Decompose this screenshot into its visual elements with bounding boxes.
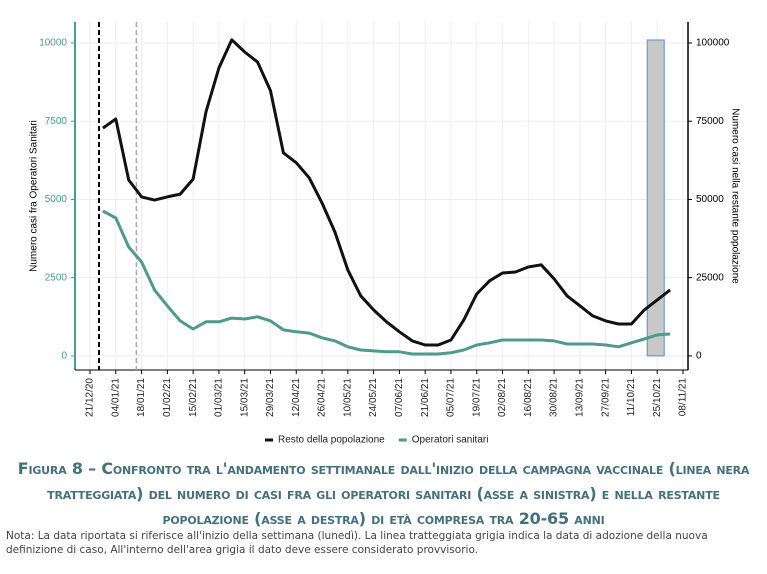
x-tick-label: 24/05/21: [368, 378, 379, 417]
y2-tick-label: 100000: [696, 38, 730, 49]
x-tick-label: 15/02/21: [188, 378, 199, 417]
figure-note: Nota: La data riportata si riferisce all…: [6, 530, 708, 556]
x-tick-label: 12/04/21: [291, 378, 302, 417]
x-tick-label: 19/07/21: [471, 378, 482, 417]
y2-tick-label: 0: [696, 351, 702, 362]
y-axis-title: Numero casi fra Operatori Sanitari: [29, 120, 40, 272]
x-tick-label: 11/10/21: [626, 378, 637, 417]
y2-axis-title: Numero casi nella restante popolazione: [729, 108, 740, 284]
x-tick-label: 15/03/21: [239, 378, 250, 417]
x-tick-label: 26/04/21: [317, 378, 328, 417]
x-tick-label: 08/11/21: [678, 378, 689, 417]
x-tick-label: 10/05/21: [342, 378, 353, 417]
chart: Numero casi fra Operatori Sanitari Numer…: [29, 22, 740, 446]
x-tick-label: 13/09/21: [575, 378, 586, 417]
x-tick-label: 07/06/21: [394, 378, 405, 417]
y-tick-label: 7500: [45, 116, 68, 127]
x-tick-label: 21/06/21: [420, 378, 431, 417]
y-tick-label: 5000: [45, 194, 68, 205]
provisional-area: [646, 39, 665, 357]
y2-tick-label: 75000: [696, 116, 724, 127]
series-line: [102, 209, 671, 356]
y-tick-label: 10000: [39, 38, 67, 49]
x-tick-label: 25/10/21: [652, 378, 663, 417]
x-tick-label: 27/09/21: [600, 378, 611, 417]
x-tick-label: 18/01/21: [136, 378, 147, 417]
x-tick-label: 16/08/21: [523, 378, 534, 417]
legend-label: Resto della popolazione: [278, 435, 385, 446]
x-tick-label: 05/07/21: [446, 378, 457, 417]
x-tick-label: 29/03/21: [265, 378, 276, 417]
x-tick-label: 21/12/20: [85, 378, 96, 417]
y-tick-label: 2500: [45, 272, 68, 283]
x-tick-label: 02/08/21: [497, 378, 508, 417]
x-tick-label: 30/08/21: [549, 378, 560, 417]
x-tick-label: 01/03/21: [214, 378, 225, 417]
y-tick-label: 0: [61, 351, 67, 362]
y2-tick-label: 50000: [696, 194, 724, 205]
series-line: [102, 38, 672, 347]
figure-caption: Figura 8 – Confronto tra l'andamento set…: [17, 459, 750, 528]
legend-label: Operatori sanitari: [412, 435, 489, 446]
x-tick-label: 04/01/21: [110, 378, 121, 417]
y2-tick-label: 25000: [696, 272, 724, 283]
x-tick-label: 01/02/21: [162, 378, 173, 417]
